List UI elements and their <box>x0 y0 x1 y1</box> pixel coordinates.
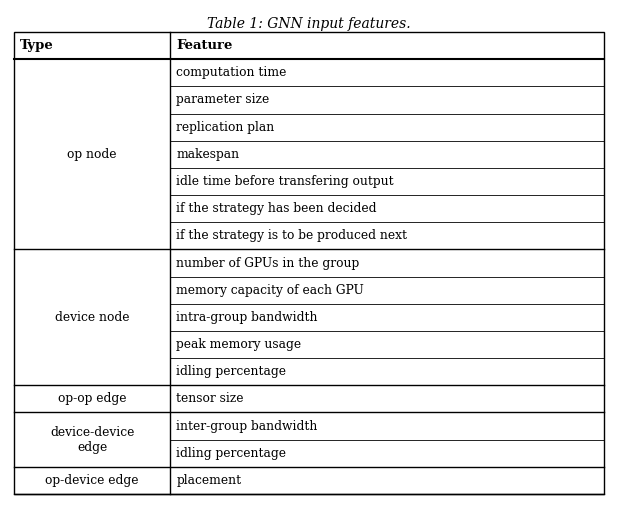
Text: idle time before transfering output: idle time before transfering output <box>176 175 394 188</box>
Text: device-device
edge: device-device edge <box>50 425 134 454</box>
Text: peak memory usage: peak memory usage <box>176 338 302 351</box>
Text: device node: device node <box>55 311 129 324</box>
Text: if the strategy is to be produced next: if the strategy is to be produced next <box>176 229 407 242</box>
Text: Type: Type <box>20 39 54 52</box>
Text: op node: op node <box>67 148 117 161</box>
Text: number of GPUs in the group: number of GPUs in the group <box>176 257 360 269</box>
Text: tensor size: tensor size <box>176 392 244 406</box>
Text: replication plan: replication plan <box>176 121 274 134</box>
Text: if the strategy has been decided: if the strategy has been decided <box>176 202 377 215</box>
Text: placement: placement <box>176 474 242 487</box>
Text: parameter size: parameter size <box>176 94 269 106</box>
Text: inter-group bandwidth: inter-group bandwidth <box>176 419 318 433</box>
Text: Table 1: GNN input features.: Table 1: GNN input features. <box>207 17 411 31</box>
Text: idling percentage: idling percentage <box>176 447 286 460</box>
Text: op-op edge: op-op edge <box>58 392 127 406</box>
Text: makespan: makespan <box>176 148 240 161</box>
Text: Feature: Feature <box>176 39 233 52</box>
Text: op-device edge: op-device edge <box>46 474 139 487</box>
Text: computation time: computation time <box>176 66 287 79</box>
Text: memory capacity of each GPU: memory capacity of each GPU <box>176 284 364 296</box>
Text: intra-group bandwidth: intra-group bandwidth <box>176 311 318 324</box>
Text: idling percentage: idling percentage <box>176 365 286 378</box>
